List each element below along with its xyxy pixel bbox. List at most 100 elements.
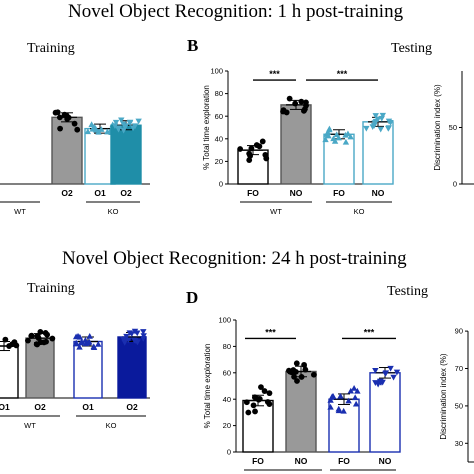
data-point [340,407,347,414]
data-point [140,336,147,342]
y-tick-label: 30 [455,439,463,448]
x-tick-label: O1 [0,402,10,412]
data-point [95,340,102,347]
bar [25,337,55,399]
x-tick-label: O2 [61,188,73,198]
data-point [372,113,379,119]
data-point [374,116,382,123]
bar [362,121,394,185]
x-tick-label: NO [372,188,385,198]
y-tick-label: 50 [455,402,463,411]
chart-bottom-training: O1 O2 O1 O2 WT KO [0,328,150,430]
data-point [120,336,127,343]
data-point [310,371,317,378]
x-tick-label: FO [252,456,264,466]
data-point [327,403,334,410]
y-tick-label: 20 [215,157,223,166]
y-tick-label: 60 [223,368,231,377]
data-point [126,330,133,337]
data-point [42,330,49,336]
y-tick-label: 0 [219,180,223,189]
data-point [126,120,134,127]
data-point [350,385,358,391]
data-point [237,146,244,152]
y-tick-label: 80 [215,89,223,98]
data-point [354,387,361,394]
y-tick-label: 50 [449,123,457,132]
y-axis-label: % Total time exploration [202,85,211,170]
data-point [112,119,120,126]
data-point [121,123,128,129]
data-point [322,136,329,143]
data-point [54,109,61,116]
bar [110,124,142,185]
bar [0,345,19,399]
x-tick-label: NO [295,456,308,466]
bar [73,340,103,399]
chart-top-training: O2 O1 O2 WT KO [0,109,150,216]
data-point [243,399,250,406]
data-point [342,131,349,138]
data-point [2,336,9,343]
data-point [263,155,270,162]
data-point [63,112,70,119]
data-point [298,98,305,105]
data-point [246,157,253,164]
y-tick-label: 100 [210,67,223,76]
data-point [134,330,141,337]
data-point [72,333,80,340]
data-point [264,399,271,405]
data-point [390,374,397,381]
data-point [328,393,336,400]
panel-letter-b: B [187,36,198,55]
data-point [347,387,354,394]
data-point [118,117,125,124]
data-point [286,95,293,102]
data-point [84,128,92,135]
data-point [71,120,78,127]
x-tick-label: O1 [94,188,106,198]
y-tick-label: 80 [223,342,231,351]
x-tick-label: FO [338,456,350,466]
data-point [82,336,89,343]
data-point [385,125,392,132]
data-point [9,341,16,348]
data-point [115,125,123,132]
data-point [393,369,401,376]
data-point [76,343,83,350]
data-point [130,337,138,344]
bottom-testing-label: Testing [387,284,428,299]
data-point [352,400,360,407]
top-training-label: Training [27,41,75,56]
top-title: Novel Object Recognition: 1 h post-train… [68,1,404,22]
bar [323,133,355,185]
significance-label: *** [337,69,348,79]
data-point [333,131,340,138]
data-point [280,108,286,115]
y-tick-label: 0 [453,180,457,189]
data-point [293,360,300,367]
data-point [387,365,394,372]
data-point [302,106,308,113]
data-point [351,394,359,401]
significance-label: *** [269,69,280,79]
data-point [345,397,352,404]
data-point [301,361,307,368]
data-point [135,118,142,125]
group-label: KO [354,207,365,216]
top-testing-label: Testing [391,41,432,56]
data-point [250,402,257,409]
data-point [347,133,354,140]
data-point [74,126,81,133]
data-point [89,125,97,132]
data-point [73,339,80,346]
data-point [57,125,63,132]
data-point [363,125,370,132]
chart-top-discrimination: 50 0 Discrimination index (%) [433,71,474,189]
data-point [98,126,105,132]
y-tick-label: 0 [227,448,231,457]
data-point [335,134,342,141]
bar [369,372,401,453]
data-point [25,337,31,344]
